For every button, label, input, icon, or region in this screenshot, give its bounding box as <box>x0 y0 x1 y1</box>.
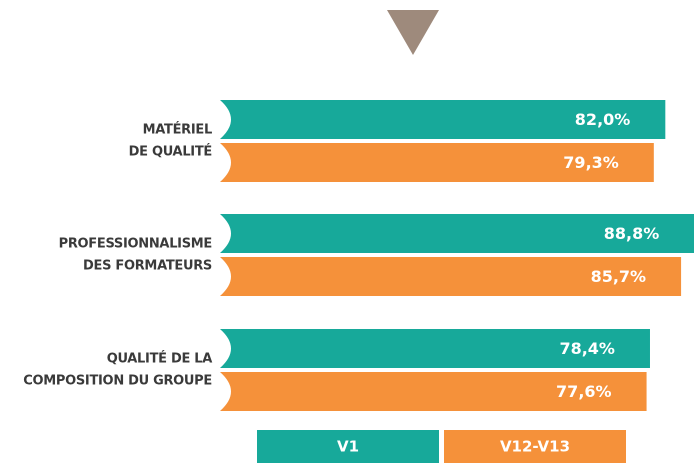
category-label: QUALITÉ DE LA <box>107 351 213 367</box>
legend-label: V1 <box>337 438 359 456</box>
value-label: 88,8% <box>604 224 660 243</box>
bar <box>220 257 682 296</box>
category-label: DES FORMATEURS <box>83 259 212 274</box>
value-label: 85,7% <box>591 267 647 286</box>
value-label: 79,3% <box>563 153 619 172</box>
bar <box>220 372 647 411</box>
category-label: PROFESSIONNALISME <box>59 237 212 252</box>
bar <box>220 329 650 368</box>
marker-triangle <box>387 10 439 55</box>
category-label: COMPOSITION DU GROUPE <box>23 374 212 389</box>
bar <box>220 100 666 139</box>
value-label: 77,6% <box>556 382 612 401</box>
legend-swatch <box>444 430 626 463</box>
category-label: MATÉRIEL <box>143 122 212 138</box>
legend-swatch <box>257 430 439 463</box>
legend-label: V12-V13 <box>500 438 570 456</box>
bar <box>220 143 654 182</box>
value-label: 78,4% <box>559 339 615 358</box>
value-label: 82,0% <box>575 110 631 129</box>
bar <box>220 214 694 253</box>
category-label: DE QUALITÉ <box>129 144 212 160</box>
